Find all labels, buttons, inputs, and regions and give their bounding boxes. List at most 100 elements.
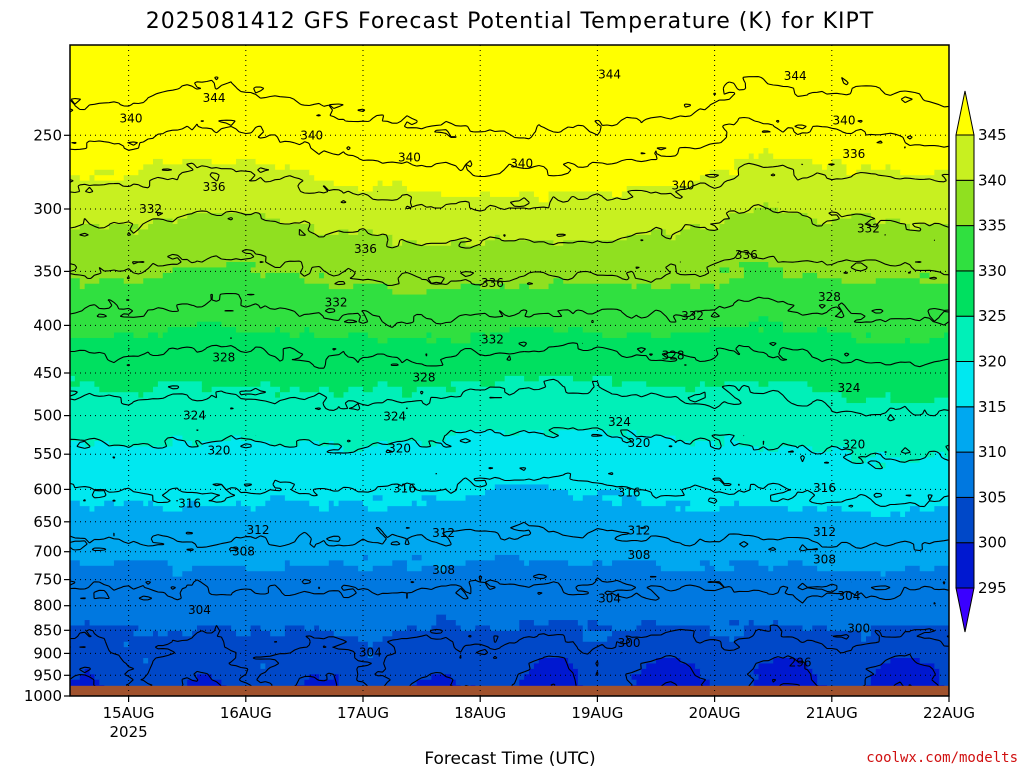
x-tick-label: 19AUG (571, 704, 623, 722)
contour-label-304: 304 (598, 592, 621, 606)
y-tick-label: 950 (33, 666, 62, 684)
y-tick-label: 450 (33, 364, 62, 382)
colorbar-top-arrow (955, 90, 975, 136)
contour-label-324: 324 (183, 409, 206, 423)
contour-label-336: 336 (735, 248, 758, 262)
contour-label-312: 312 (247, 523, 270, 537)
contour-label-320: 320 (207, 444, 230, 458)
y-tick-label: 300 (33, 200, 62, 218)
contour-label-304: 304 (359, 646, 382, 660)
colorbar-swatch (955, 451, 975, 498)
colorbar-label: 345 (978, 126, 1007, 144)
x-tick-label: 17AUG (337, 704, 389, 722)
contour-label-340: 340 (510, 156, 533, 170)
x-tick-label: 20AUG (689, 704, 741, 722)
colorbar-swatch (955, 134, 975, 181)
contour-label-308: 308 (432, 563, 455, 577)
contour-label-316: 316 (813, 481, 836, 495)
contour-label-308: 308 (627, 548, 650, 562)
contour-label-328: 328 (662, 349, 685, 363)
contour-label-336: 336 (354, 242, 377, 256)
colorbar-label: 330 (978, 262, 1007, 280)
colorbar-swatch (955, 361, 975, 408)
contour-label-340: 340 (398, 150, 421, 164)
contour-label-324: 324 (383, 409, 406, 423)
colorbar-label: 325 (978, 307, 1007, 325)
colorbar-label: 305 (978, 488, 1007, 506)
y-tick-label: 900 (33, 644, 62, 662)
grid-lines (70, 45, 949, 696)
ground-layer (70, 685, 949, 696)
contour-label-340: 340 (300, 128, 323, 142)
contour-label-316: 316 (393, 482, 416, 496)
contour-label-320: 320 (627, 436, 650, 450)
contour-label-332: 332 (481, 332, 504, 346)
isentrope-336 (70, 248, 949, 286)
colorbar-label: 335 (978, 217, 1007, 235)
contour-label-324: 324 (608, 415, 631, 429)
colorbar-swatch (955, 225, 975, 272)
y-tick-label: 500 (33, 407, 62, 425)
temperature-fill (70, 45, 949, 696)
y-tick-label: 400 (33, 316, 62, 334)
contour-labels: 344 344 344 340 340 340 340 340 340 336 336 336 336 3… (120, 67, 880, 669)
contour-label-320: 320 (842, 438, 865, 452)
colorbar-bottom-arrow (955, 587, 975, 633)
contour-label-332: 332 (681, 309, 704, 323)
x-tick-label: 22AUG (923, 704, 975, 722)
x-axis-title: Forecast Time (UTC) (424, 749, 595, 768)
isentrope-332 (70, 292, 949, 328)
contour-label-328: 328 (212, 350, 235, 364)
x-tick-label: 18AUG (454, 704, 506, 722)
isentrope-352 (70, 76, 949, 140)
isentrope-316 (70, 466, 949, 508)
ground-surface (70, 685, 949, 696)
y-tick-label: 750 (33, 571, 62, 589)
colorbar-label: 300 (978, 534, 1007, 552)
y-tick-label: 850 (33, 621, 62, 639)
colorbar-swatch (955, 542, 975, 589)
contour-label-340: 340 (120, 112, 143, 126)
contour-label-336: 336 (481, 276, 504, 290)
colorbar-label: 315 (978, 398, 1007, 416)
plot-frame (69, 44, 950, 697)
contour-label-340: 340 (671, 178, 694, 192)
isentrope-304 (70, 624, 949, 696)
isentrope-308 (70, 573, 949, 605)
colorbar-swatch (955, 270, 975, 317)
contour-label-300: 300 (847, 621, 870, 635)
isentrope-340 (70, 201, 949, 249)
contour-label-300: 300 (618, 636, 641, 650)
contour-label-308: 308 (813, 553, 836, 567)
colorbar-swatch (955, 179, 975, 227)
contour-label-332: 332 (139, 202, 162, 216)
contour-label-312: 312 (627, 523, 650, 537)
y-axis-ticks: 250 300 350 400 450 500 550 600 650 700 750 800 850 9… (24, 126, 70, 705)
colorbar-label: 295 (978, 579, 1007, 597)
isentrope-328 (70, 337, 949, 369)
contour-label-304: 304 (837, 589, 860, 603)
contour-label-312: 312 (432, 526, 455, 540)
contour-label-324: 324 (837, 381, 860, 395)
contour-label-344: 344 (598, 67, 621, 81)
colorbar-label: 320 (978, 353, 1007, 371)
x-tick-label: 16AUG (220, 704, 272, 722)
contour-label-316: 316 (178, 496, 201, 510)
contour-label-304: 304 (188, 603, 211, 617)
isentrope-320 (70, 427, 949, 470)
isentrope-lines (70, 76, 949, 696)
y-tick-label: 700 (33, 543, 62, 561)
y-tick-label: 800 (33, 597, 62, 615)
x-tick-year: 2025 (110, 723, 148, 741)
y-tick-label: 1000 (24, 687, 62, 705)
contour-label-320: 320 (388, 441, 411, 455)
contour-label-328: 328 (413, 371, 436, 385)
contour-label-344: 344 (784, 69, 807, 83)
contour-label-332: 332 (325, 296, 348, 310)
contour-label-332: 332 (857, 222, 880, 236)
contour-label-328: 328 (818, 290, 841, 304)
contour-label-296: 296 (789, 656, 812, 670)
colorbar: 295 300 305 310 315 320 325 330 335 340 345 (955, 90, 1007, 633)
